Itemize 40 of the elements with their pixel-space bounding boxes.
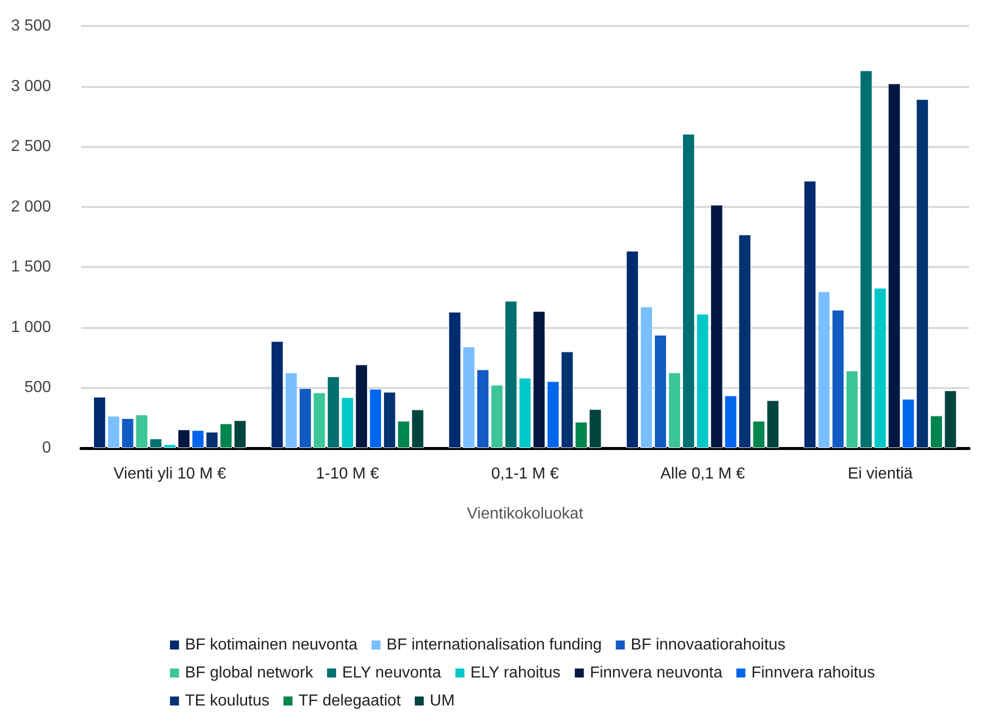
legend-label: ELY neuvonta (342, 664, 442, 682)
bar (944, 390, 957, 448)
x-tick-label: Alle 0,1 M € (660, 466, 745, 482)
bar (206, 432, 218, 448)
bar (369, 389, 382, 448)
y-tick-label: 1 500 (10, 258, 52, 276)
y-tick-label: 2 000 (10, 198, 52, 216)
x-tick-label: 0,1-1 M € (491, 466, 559, 482)
bar (220, 424, 232, 448)
legend-label: UM (430, 692, 455, 710)
bar (504, 301, 518, 448)
legend-label: BF innovaatiorahoitus (630, 636, 786, 654)
legend-label: BF global network (185, 664, 314, 682)
y-tick-label: 2 500 (10, 138, 52, 156)
legend-label: Finnvera neuvonta (590, 664, 722, 682)
bar (682, 134, 695, 448)
bar (654, 335, 667, 448)
bar (234, 420, 246, 448)
y-tick-label: 3 000 (10, 78, 52, 95)
x-tick-label: Vienti yli 10 M € (114, 466, 226, 482)
y-tick-label: 500 (24, 379, 52, 396)
legend-label: BF internationalisation funding (386, 636, 602, 654)
x-axis-title: Vientikokoluokat (466, 506, 584, 522)
y-tick-label: 3 500 (10, 18, 52, 34)
legend-label: BF kotimainen neuvonta (185, 636, 358, 654)
x-tick-label: 1-10 M € (316, 466, 380, 482)
legend-label: TF delegaatiot (298, 692, 402, 710)
legend-label: TE koulutus (185, 692, 270, 710)
bar (804, 180, 816, 448)
bar (355, 364, 368, 448)
bar (518, 378, 532, 448)
y-tick-label: 1 000 (10, 318, 52, 336)
bar (832, 310, 844, 448)
legend-label: Finnvera rahoitus (751, 664, 875, 682)
legend-label: ELY rahoitus (470, 664, 561, 682)
bar (818, 292, 830, 448)
x-tick-label: Ei vientiä (848, 466, 913, 482)
bar (192, 430, 204, 448)
bar (668, 372, 681, 448)
y-tick-label: 0 (42, 440, 52, 456)
